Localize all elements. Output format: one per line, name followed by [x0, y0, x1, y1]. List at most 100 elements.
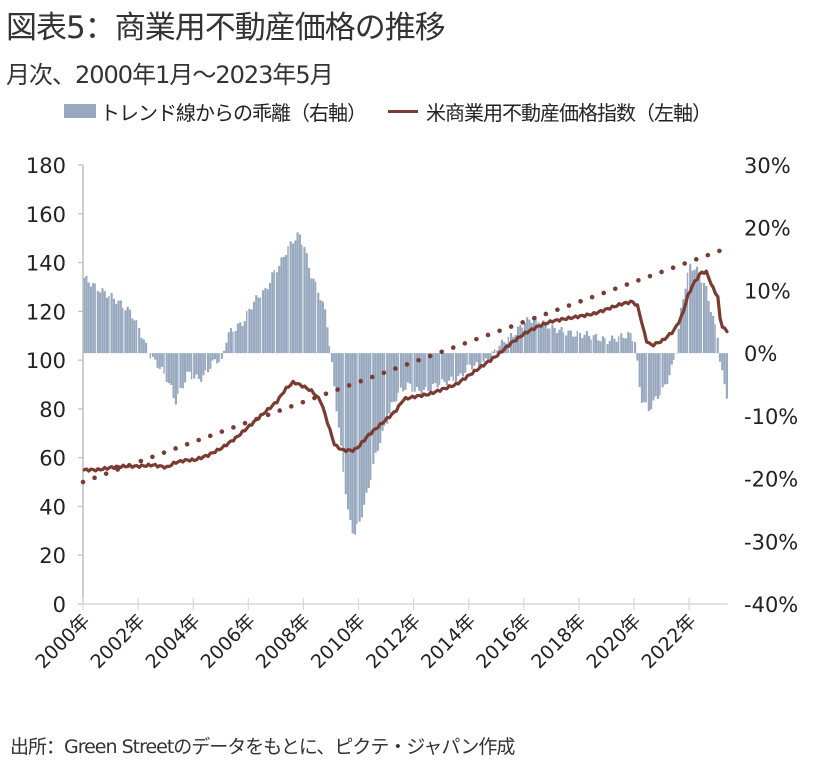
deviation-bar	[601, 336, 605, 354]
deviation-bar	[677, 328, 680, 354]
deviation-bar	[92, 282, 95, 354]
deviation-bar	[271, 272, 274, 354]
deviation-bar	[555, 333, 559, 354]
trend-dot	[138, 458, 144, 464]
right-tick-label: 0%	[744, 342, 777, 366]
deviation-bar	[693, 269, 696, 354]
deviation-bar	[264, 288, 267, 354]
deviation-bar	[330, 353, 334, 362]
deviation-bar	[188, 353, 191, 372]
deviation-bar	[190, 353, 193, 380]
deviation-bar	[413, 353, 416, 392]
deviation-bar	[585, 330, 588, 354]
trend-dot	[335, 387, 340, 392]
deviation-bar	[583, 334, 586, 354]
left-tick-label: 0	[53, 593, 66, 617]
deviation-bar	[441, 353, 444, 380]
x-tick-label: 2016年	[472, 610, 535, 673]
trend-dot	[196, 437, 202, 443]
x-tick-label: 2014年	[417, 610, 480, 673]
trend-dot	[624, 282, 630, 287]
legend-line-label: 米商業用不動産価格指数（左軸）	[426, 100, 712, 125]
deviation-bar	[328, 345, 331, 354]
deviation-bar	[466, 353, 468, 365]
deviation-bar	[229, 328, 233, 354]
deviation-bar	[530, 322, 533, 354]
deviation-bar	[135, 319, 138, 354]
deviation-bar	[544, 321, 547, 354]
deviation-bar	[234, 331, 237, 354]
deviation-bar	[266, 289, 269, 354]
trend-dot	[450, 345, 456, 350]
deviation-bar	[482, 353, 485, 362]
deviation-bar	[165, 353, 168, 382]
deviation-bar	[553, 327, 556, 354]
trend-dot	[103, 471, 109, 476]
deviation-bar	[282, 256, 285, 354]
deviation-bar	[305, 253, 308, 354]
deviation-bar	[450, 353, 453, 377]
deviation-bar	[663, 353, 666, 385]
deviation-bar	[184, 353, 187, 383]
deviation-bar	[259, 297, 262, 354]
deviation-bar	[489, 353, 492, 360]
deviation-bar	[151, 353, 155, 357]
deviation-bar	[709, 312, 712, 354]
x-tick-label: 2010年	[307, 610, 370, 673]
trend-dot	[416, 357, 421, 363]
deviation-bar	[636, 353, 639, 361]
deviation-bar	[425, 353, 427, 388]
deviation-bar	[390, 353, 393, 403]
deviation-bar	[673, 353, 675, 360]
deviation-bar	[144, 342, 148, 354]
right-tick-label: -10%	[744, 405, 798, 429]
deviation-bar	[386, 353, 389, 424]
deviation-bar	[213, 353, 217, 360]
right-tick-label: -30%	[744, 530, 798, 554]
deviation-bar	[528, 319, 531, 354]
deviation-bar	[578, 332, 582, 354]
deviation-bar	[434, 353, 437, 383]
deviation-bar	[404, 353, 407, 390]
deviation-bar	[473, 353, 476, 366]
deviation-bar	[202, 353, 205, 376]
trend-dot	[508, 324, 514, 329]
deviation-bar	[138, 327, 141, 354]
deviation-bar	[422, 353, 425, 390]
deviation-bar	[691, 270, 694, 354]
trend-dot	[497, 328, 502, 334]
deviation-bar	[411, 353, 413, 392]
deviation-bar	[420, 353, 423, 395]
deviation-bar	[560, 326, 563, 354]
trend-dot	[358, 378, 364, 384]
deviation-bar	[654, 353, 657, 397]
trend-dot	[566, 303, 572, 308]
trend-dot	[300, 399, 306, 405]
deviation-bar	[273, 270, 275, 354]
trend-dot	[404, 362, 410, 367]
deviation-bar	[698, 273, 701, 354]
deviation-bar	[567, 330, 570, 354]
legend-line-swatch	[388, 109, 418, 113]
deviation-bar	[652, 353, 655, 401]
deviation-bar	[397, 353, 399, 393]
deviation-bar	[606, 344, 609, 354]
deviation-bar	[383, 353, 386, 426]
deviation-bar	[395, 353, 398, 402]
deviation-bar	[415, 353, 419, 388]
trend-dot	[427, 353, 433, 359]
deviation-bar	[452, 353, 455, 382]
deviation-bar	[291, 243, 295, 354]
deviation-bar	[631, 341, 634, 354]
trend-dot	[670, 265, 676, 271]
deviation-bar	[349, 353, 352, 520]
deviation-bar	[312, 278, 315, 354]
deviation-bar	[301, 244, 303, 354]
right-tick-label: 30%	[744, 154, 791, 178]
trend-dot	[705, 252, 711, 258]
deviation-bar	[248, 308, 251, 354]
deviation-bar	[448, 353, 451, 381]
trend-dot	[485, 332, 491, 338]
deviation-bar	[236, 323, 239, 354]
deviation-bar	[278, 265, 281, 354]
